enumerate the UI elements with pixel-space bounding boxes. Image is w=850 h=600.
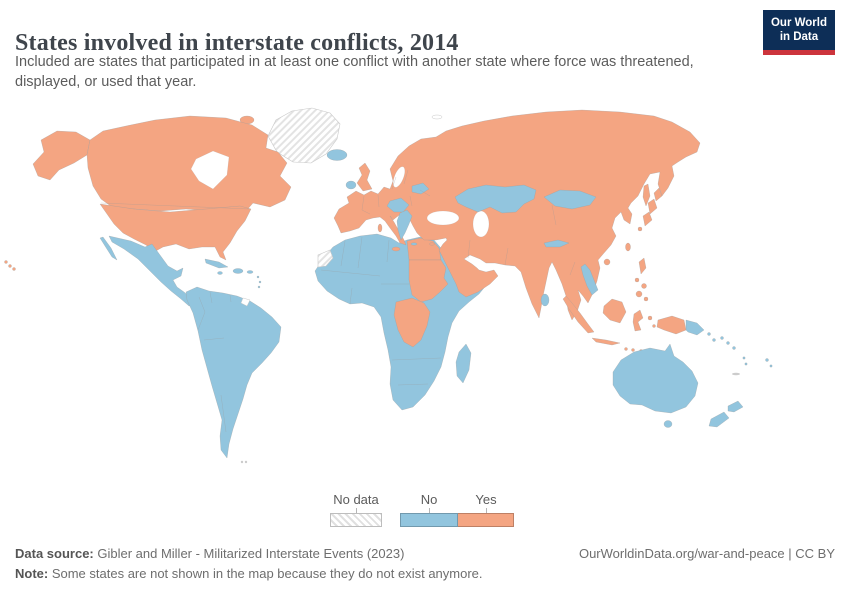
legend-swatch-no[interactable] [400, 513, 458, 527]
legend-swatch-yes[interactable] [458, 513, 514, 527]
chart-footer: Data source: Gibler and Miller - Militar… [15, 546, 835, 581]
map-country-kazakhstan[interactable] [454, 184, 537, 214]
map-water-black-sea [426, 210, 460, 226]
map-country-greenland[interactable] [267, 107, 341, 164]
world-map-svg [4, 107, 773, 464]
map-country-madagascar[interactable] [455, 343, 472, 384]
map-region-eurasia[interactable] [333, 109, 701, 321]
map-island-svalbard[interactable] [431, 114, 443, 120]
map-country-taiwan[interactable] [625, 242, 631, 252]
owid-link[interactable]: OurWorldinData.org/war-and-peace | CC BY [578, 546, 835, 561]
map-island-cyprus[interactable] [429, 242, 435, 246]
note-text: Some states are not shown in the map bec… [48, 566, 483, 581]
map-country-japan[interactable] [637, 183, 663, 232]
map-region-south-america[interactable] [185, 286, 282, 459]
legend-label-no-data: No data [333, 492, 379, 507]
map-region-hawaii[interactable] [4, 260, 16, 271]
map-country-new-zealand[interactable] [708, 400, 744, 428]
map-country-borders [100, 169, 576, 433]
map-region-mexico-central-america[interactable] [108, 235, 196, 307]
map-country-ireland[interactable] [345, 180, 357, 190]
owid-logo-line2: in Data [779, 31, 819, 44]
map-region-baja-california[interactable] [99, 236, 118, 261]
data-source-label: Data source: [15, 546, 94, 561]
map-water-caspian-sea [472, 210, 490, 238]
map-country-canada[interactable] [86, 115, 292, 212]
map-water-baltic-sea [392, 166, 406, 188]
map-country-egypt[interactable] [406, 237, 442, 261]
map-island-crete[interactable] [410, 242, 418, 246]
map-country-nepal[interactable] [543, 239, 570, 248]
map-region-falkland-islands[interactable] [240, 460, 248, 464]
map-country-australia[interactable] [612, 343, 699, 414]
owid-logo-line1: Our World [770, 17, 827, 29]
map-region-western-sahara[interactable] [317, 249, 334, 268]
map-country-mongolia[interactable] [543, 189, 597, 210]
map-island-sardinia[interactable] [377, 223, 383, 233]
map-legend: No data No Yes [0, 492, 850, 532]
map-country-philippines[interactable] [634, 257, 649, 302]
map-island-tasmania[interactable] [663, 420, 673, 428]
map-region-greece-balkans[interactable] [396, 209, 413, 241]
legend-tick-yes [486, 508, 487, 513]
map-island-sicily[interactable] [391, 246, 401, 252]
map-region-laos-cambodia[interactable] [580, 263, 599, 296]
map-region-melanesia[interactable] [720, 336, 773, 376]
map-country-indonesia[interactable] [562, 295, 687, 353]
map-country-united-kingdom[interactable] [356, 162, 373, 192]
legend-label-no: No [420, 492, 438, 507]
map-country-iceland[interactable] [326, 149, 348, 161]
map-country-dr-congo[interactable] [393, 297, 431, 348]
chart-subtitle: Included are states that participated in… [15, 54, 694, 90]
map-water-hudson-bay [190, 150, 230, 190]
world-map [0, 88, 850, 492]
map-country-sudan[interactable] [408, 259, 449, 303]
data-source-text: Gibler and Miller - Militarized Intersta… [93, 546, 405, 561]
note-label: Note: [15, 566, 49, 581]
page-title: States involved in interstate conflicts,… [15, 30, 459, 57]
map-country-united-states-alaska[interactable] [32, 130, 91, 181]
map-island-hainan[interactable] [603, 258, 611, 266]
note-line: Note: Some states are not shown in the m… [15, 566, 483, 581]
map-country-belarus[interactable] [411, 182, 430, 195]
data-source-line: Data source: Gibler and Miller - Militar… [15, 546, 404, 561]
legend-tick-no-data [356, 508, 357, 513]
map-country-papua-new-guinea[interactable] [685, 319, 716, 342]
legend-label-yes: Yes [475, 492, 497, 507]
map-country-united-states[interactable] [99, 203, 252, 261]
map-region-caribbean-islands[interactable] [204, 258, 262, 289]
legend-tick-no [429, 508, 430, 513]
map-region-french-guiana[interactable] [240, 297, 251, 307]
map-country-sri-lanka[interactable] [540, 293, 550, 307]
legend-swatch-no-data[interactable] [330, 513, 382, 527]
owid-logo[interactable]: Our World in Data [762, 10, 835, 55]
